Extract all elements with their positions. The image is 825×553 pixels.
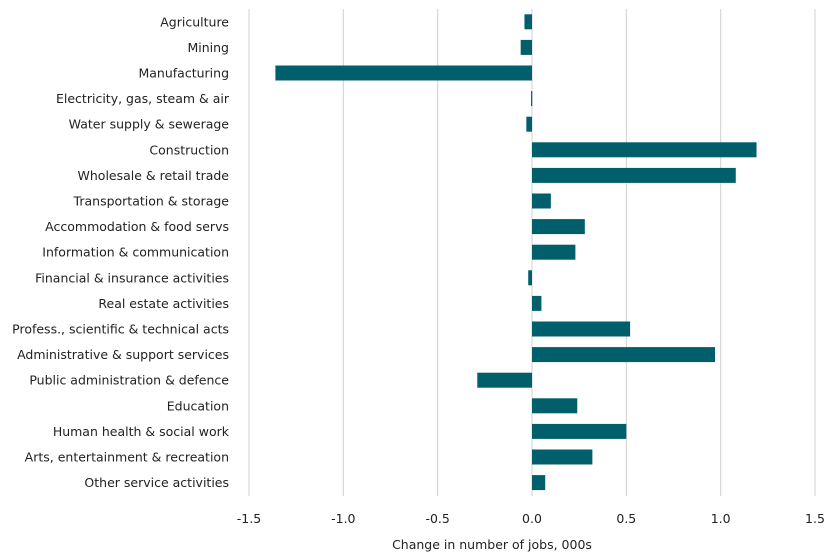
x-tick-label: -0.5 <box>425 511 449 526</box>
bar <box>275 65 532 81</box>
gridlines <box>248 9 816 496</box>
category-label: Agriculture <box>160 14 229 29</box>
bar <box>520 39 532 55</box>
x-tick-label: -1.0 <box>331 511 355 526</box>
bar <box>532 398 578 414</box>
x-tick-label: 1.0 <box>711 511 731 526</box>
bar <box>477 372 532 388</box>
category-label: Financial & insurance activities <box>35 270 229 285</box>
category-label: Information & communication <box>42 245 229 260</box>
bar <box>532 423 627 439</box>
x-tick-labels: -1.5 -1.0 -0.5 0.0 0.5 1.0 1.5 <box>237 511 825 526</box>
category-label: Human health & social work <box>53 424 230 439</box>
category-label: Administrative & support services <box>17 347 229 362</box>
bar <box>531 91 533 107</box>
bar <box>532 244 576 260</box>
bar <box>532 167 736 183</box>
bar <box>526 116 532 132</box>
x-tick-label: 1.5 <box>805 511 825 526</box>
bars <box>275 14 757 491</box>
category-label: Profess., scientific & technical acts <box>12 322 229 337</box>
bar <box>532 449 593 465</box>
category-label: Education <box>167 398 229 413</box>
bar <box>524 14 532 30</box>
bar <box>532 321 631 337</box>
bar <box>532 219 585 235</box>
category-label: Real estate activities <box>98 296 229 311</box>
category-label: Other service activities <box>84 475 229 490</box>
bar <box>528 270 532 286</box>
x-tick-label: 0.5 <box>616 511 636 526</box>
category-labels: Agriculture Mining Manufacturing Electricit… <box>12 14 230 490</box>
category-label: Public administration & defence <box>29 373 229 388</box>
category-label: Accommodation & food servs <box>45 219 229 234</box>
x-tick-label: -1.5 <box>237 511 261 526</box>
bar <box>532 347 716 363</box>
category-label: Construction <box>149 142 229 157</box>
category-label: Water supply & sewerage <box>69 117 230 132</box>
bar <box>532 295 542 311</box>
category-label: Electricity, gas, steam & air <box>56 91 230 106</box>
bar <box>532 142 757 158</box>
x-tick-label: 0.0 <box>522 511 542 526</box>
category-label: Manufacturing <box>138 66 229 81</box>
x-axis-title: Change in number of jobs, 000s <box>392 537 592 552</box>
bar <box>532 193 551 209</box>
category-label: Wholesale & retail trade <box>78 168 230 183</box>
bar <box>532 475 546 491</box>
category-label: Arts, entertainment & recreation <box>25 450 229 465</box>
category-label: Mining <box>187 40 229 55</box>
category-label: Transportation & storage <box>73 194 230 209</box>
